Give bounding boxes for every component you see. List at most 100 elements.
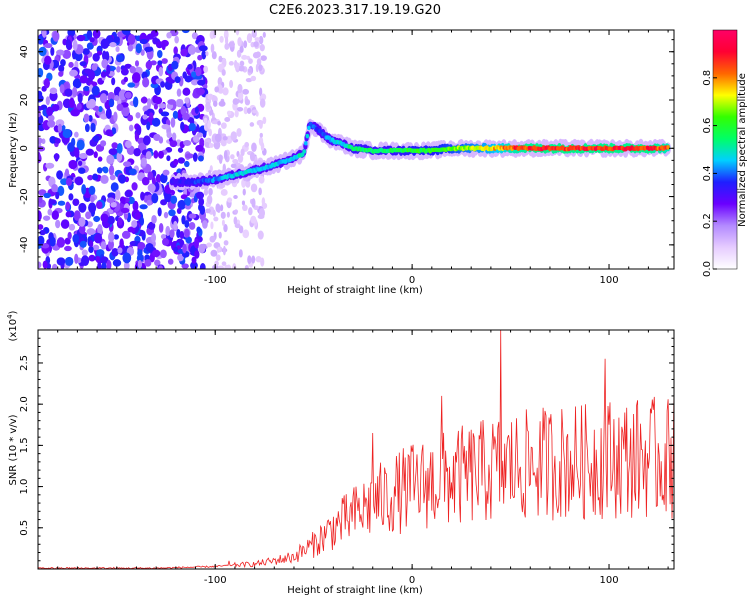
heatmap-faint-cell — [224, 117, 231, 123]
heatmap-faint-cell — [237, 83, 243, 94]
y-tick-label: -40 — [19, 237, 30, 253]
heatmap-noise-cell — [157, 60, 163, 66]
heatmap-noise-cell — [72, 234, 80, 244]
heatmap-noise-cell — [97, 156, 103, 162]
heatmap-noise-cell — [74, 147, 80, 159]
heatmap-noise-cell — [78, 224, 86, 235]
heatmap-noise-cell — [68, 223, 76, 231]
heatmap-faint-cell — [250, 215, 257, 224]
heatmap-noise-cell — [140, 96, 148, 104]
heatmap-faint-cell — [208, 128, 212, 137]
heatmap-faint-cell — [205, 51, 209, 57]
x-tick-label: 0 — [409, 575, 415, 586]
heatmap-noise-cell — [113, 111, 118, 122]
heatmap-noise-cell — [174, 76, 181, 84]
heatmap-faint-cell — [222, 87, 229, 96]
heatmap-noise-cell — [110, 182, 119, 192]
heatmap-noise-cell — [79, 240, 87, 248]
heatmap-noise-cell — [196, 132, 204, 138]
heatmap-noise-cell — [115, 46, 120, 53]
heatmap-noise-cell — [91, 85, 100, 96]
heatmap-panel: -100 0 100 -40 -20 0 20 40 Height of straight l… — [8, 29, 675, 296]
heatmap-faint-cell — [232, 263, 237, 269]
heatmap-noise-cell — [162, 238, 170, 246]
heatmap-faint-cell — [258, 64, 263, 72]
heatmap-noise-cell — [94, 233, 103, 244]
heatmap-noise-cell — [46, 106, 54, 116]
heatmap-noise-cell — [136, 124, 142, 136]
heatmap-noise-cell — [193, 238, 199, 249]
heatmap-noise-cell — [87, 174, 94, 181]
heatmap-noise-cell — [128, 124, 134, 132]
heatmap-noise-cell — [184, 197, 192, 206]
heatmap-noise-cell — [78, 202, 87, 213]
heatmap-noise-cell — [56, 170, 63, 180]
heatmap-faint-cell — [218, 100, 226, 107]
heatmap-noise-cell — [127, 34, 136, 46]
heatmap-noise-cell — [142, 135, 151, 146]
heatmap-faint-cell — [236, 106, 244, 112]
heatmap-noise-cell — [173, 158, 179, 166]
heatmap-ylabel: Frequency (Hz) — [8, 112, 19, 188]
colorbar-gradient — [712, 29, 738, 270]
heatmap-noise-cell — [163, 211, 169, 219]
heatmap-noise-cell — [108, 165, 115, 176]
heatmap-noise-cell — [147, 98, 152, 109]
heatmap-noise-cell — [127, 114, 134, 122]
heatmap-noise-cell — [38, 224, 44, 230]
colorbar-tick-label: 0.4 — [702, 165, 713, 181]
heatmap-noise-cell — [124, 63, 132, 69]
heatmap-noise-cell — [95, 201, 103, 209]
heatmap-xlabel: Height of straight line (km) — [287, 285, 423, 296]
heatmap-faint-cell — [215, 254, 221, 261]
heatmap-noise-cell — [141, 176, 150, 186]
heatmap-axes: -100 0 100 -40 -20 0 20 40 — [19, 30, 674, 286]
y-tick-label: 20 — [19, 94, 30, 107]
heatmap-faint-cell — [257, 230, 264, 240]
heatmap-faint-cell — [236, 127, 242, 137]
heatmap-noise-cell — [176, 88, 182, 97]
heatmap-faint-cell — [241, 200, 246, 206]
heatmap-faint-cell — [247, 255, 252, 265]
heatmap-noise-cell — [191, 32, 198, 40]
heatmap-noise-cell — [115, 54, 124, 63]
heatmap-noise-cell — [43, 77, 50, 89]
heatmap-faint-cell — [260, 141, 265, 152]
heatmap-noise-cell — [173, 246, 179, 253]
heatmap-noise-cell — [158, 103, 167, 109]
heatmap-faint-cell — [258, 120, 263, 129]
heatmap-faint-cell — [246, 33, 253, 43]
heatmap-noise-cell — [109, 174, 116, 181]
heatmap-noise-cell — [184, 220, 190, 228]
heatmap-faint-cell — [211, 120, 219, 125]
heatmap-faint-cell — [251, 109, 258, 114]
heatmap-noise-cell — [116, 151, 123, 162]
heatmap-noise-cell — [158, 66, 164, 77]
heatmap-faint-cell — [259, 132, 263, 138]
heatmap-noise-cell — [82, 48, 90, 56]
heatmap-faint-cell — [220, 204, 224, 212]
heatmap-noise-cell — [196, 226, 201, 234]
heatmap-faint-cell — [259, 44, 265, 52]
heatmap-noise-cell — [124, 190, 132, 198]
heatmap-faint-cell — [258, 187, 262, 196]
heatmap-noise-cell — [73, 210, 81, 221]
heatmap-noise-cell — [68, 61, 74, 68]
heatmap-noise-cell — [171, 60, 179, 70]
heatmap-faint-cell — [247, 68, 253, 73]
heatmap-noise-cell — [86, 42, 94, 50]
heatmap-noise-cell — [134, 60, 140, 67]
heatmap-faint-cell — [237, 154, 244, 163]
heatmap-noise-cell — [44, 42, 53, 49]
heatmap-noise-cell — [55, 119, 65, 127]
heatmap-noise-cell — [79, 75, 88, 84]
heatmap-faint-cell — [218, 55, 223, 63]
heatmap-noise-cell — [194, 106, 199, 114]
heatmap-noise-cell — [83, 113, 90, 123]
heatmap-noise-cell — [111, 127, 117, 135]
heatmap-noise-cell — [161, 58, 168, 64]
heatmap-noise-cell — [127, 82, 136, 88]
heatmap-noise-cell — [38, 152, 41, 163]
heatmap-faint-cell — [235, 62, 240, 71]
heatmap-noise-cell — [160, 233, 167, 240]
